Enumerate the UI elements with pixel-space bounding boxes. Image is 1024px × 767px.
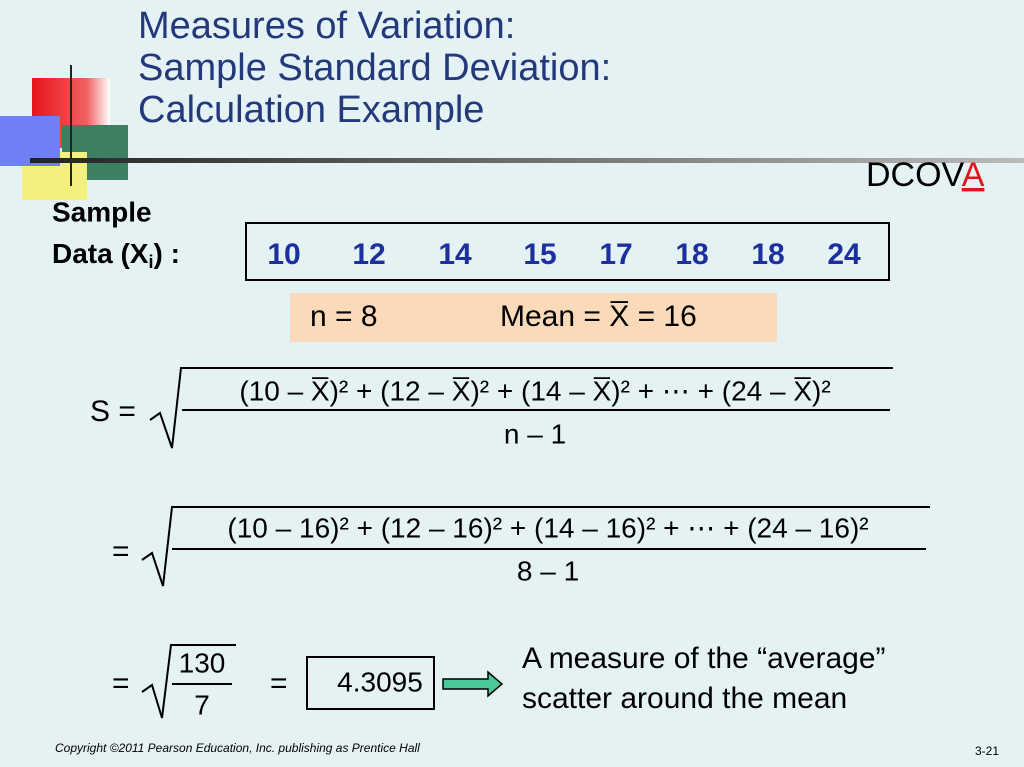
sample-value: 10 (267, 238, 300, 271)
title-line: Sample Standard Deviation: (138, 47, 611, 89)
sample-value: 12 (352, 238, 385, 271)
badge: DCOVA (866, 156, 985, 194)
formula-lhs: S = (90, 395, 136, 428)
data-box (245, 222, 890, 281)
badge-text: DCOV (866, 156, 965, 194)
equals: = (270, 667, 288, 700)
label-text: Data (X (52, 238, 149, 269)
sqrt (141, 644, 236, 719)
denominator: 7 (194, 689, 210, 720)
subscript: i (148, 252, 153, 272)
sample-value: 24 (827, 238, 861, 271)
sample-label: Data (Xi) : (52, 238, 180, 271)
denominator: n – 1 (504, 418, 566, 449)
numerator: (10 – 16)² + (12 – 16)² + (14 – 16)² + ⋯… (227, 512, 868, 543)
title-line: Calculation Example (138, 89, 484, 131)
sample-value: 18 (751, 238, 784, 271)
sample-values: 10 12 14 15 17 18 18 24 (267, 238, 861, 271)
decoration (0, 65, 1024, 200)
label-text: ) : (153, 238, 179, 269)
sqrt (149, 367, 893, 449)
title-line: Measures of Variation: (138, 5, 515, 47)
denominator: 8 – 1 (517, 555, 579, 586)
badge-highlight: A (962, 156, 985, 194)
note: A measure of the “average” (522, 642, 886, 675)
formula-lhs: = (112, 535, 130, 568)
n-text: n = 8 (310, 300, 378, 333)
result: 4.3095 (337, 666, 423, 697)
page-number: 3-21 (975, 744, 999, 758)
sqrt (141, 506, 930, 587)
formula-lhs: = (112, 667, 130, 700)
note: scatter around the mean (522, 682, 847, 715)
result-box (306, 656, 435, 710)
arrow (442, 670, 504, 698)
sample-label: Sample (52, 196, 152, 227)
sample-value: 17 (599, 238, 632, 271)
summary-box (290, 293, 777, 342)
sample-value: 18 (675, 238, 708, 271)
copyright: Copyright ©2011 Pearson Education, Inc. … (55, 741, 420, 755)
numerator: 130 (179, 647, 226, 678)
numerator: (10 – X̅)² + (12 – X̅)² + (14 – X̅)² + ⋯… (239, 375, 830, 406)
mean-text: Mean = X̅ = 16 (500, 300, 697, 333)
sample-value: 15 (523, 238, 556, 271)
sample-value: 14 (438, 238, 472, 271)
